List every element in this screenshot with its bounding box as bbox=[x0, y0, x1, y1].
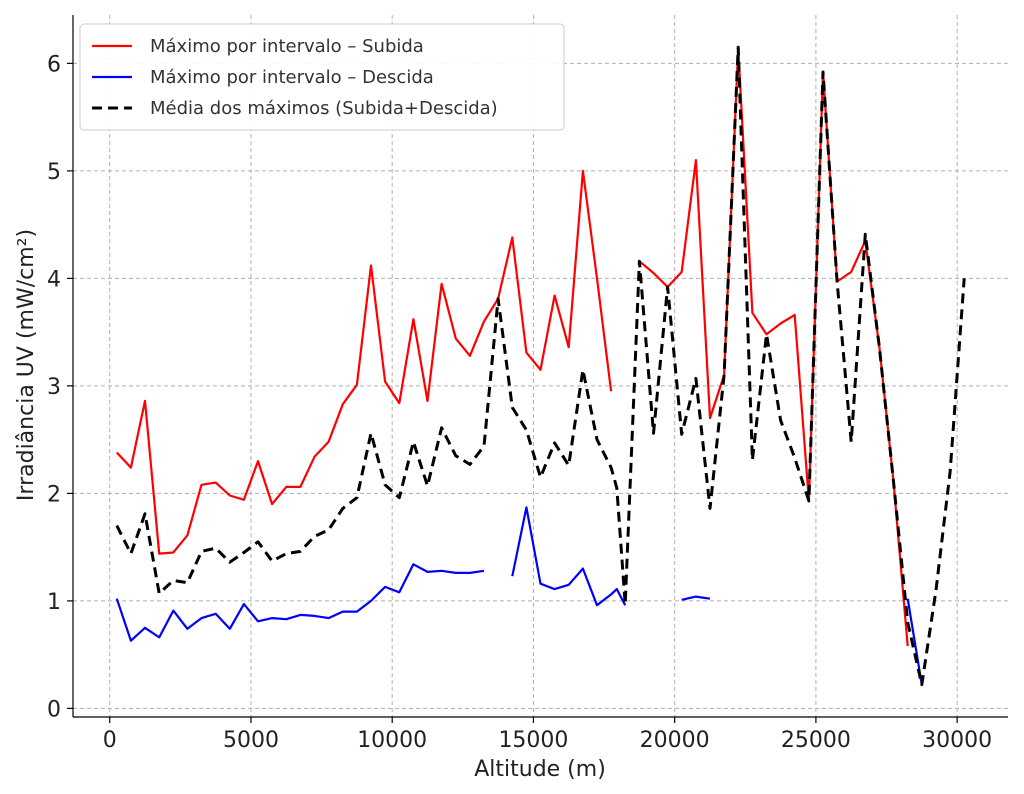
x-tick-label: 25000 bbox=[781, 728, 851, 753]
x-tick-label: 20000 bbox=[640, 728, 710, 753]
y-axis-ticks: 0 1 2 3 4 5 6 bbox=[47, 52, 73, 722]
legend-entry-media: Média dos máximos (Subida+Descida) bbox=[92, 98, 498, 119]
series-line-media bbox=[115, 45, 966, 687]
series-line-descida bbox=[115, 506, 923, 685]
legend-box bbox=[79, 23, 565, 131]
series-layer bbox=[115, 45, 966, 687]
y-tick-label: 6 bbox=[47, 52, 61, 77]
legend-label: Máximo por intervalo – Descida bbox=[150, 67, 434, 88]
legend-label: Média dos máximos (Subida+Descida) bbox=[150, 98, 498, 119]
axes bbox=[72, 15, 1008, 718]
x-tick-label: 15000 bbox=[498, 728, 568, 753]
y-axis-title: Irradiância UV (mW/cm²) bbox=[14, 229, 39, 501]
legend-entry-subida: Máximo por intervalo – Subida bbox=[92, 36, 424, 57]
y-tick-label: 2 bbox=[47, 482, 61, 507]
y-tick-label: 1 bbox=[47, 590, 61, 615]
x-tick-label: 10000 bbox=[357, 728, 427, 753]
y-tick-label: 3 bbox=[47, 375, 61, 400]
x-axis-ticks: 0 5000 10000 15000 20000 25000 30000 bbox=[103, 717, 992, 753]
legend: Máximo por intervalo – Subida Máximo por … bbox=[79, 23, 565, 131]
legend-label: Máximo por intervalo – Subida bbox=[150, 36, 424, 57]
x-tick-label: 0 bbox=[103, 728, 117, 753]
x-tick-label: 30000 bbox=[922, 728, 992, 753]
series-line-subida bbox=[115, 46, 909, 647]
x-axis-title: Altitude (m) bbox=[474, 757, 606, 782]
y-tick-label: 0 bbox=[47, 697, 61, 722]
x-tick-label: 5000 bbox=[223, 728, 279, 753]
y-tick-label: 4 bbox=[47, 267, 61, 292]
legend-entry-descida: Máximo por intervalo – Descida bbox=[92, 67, 434, 88]
y-tick-label: 5 bbox=[47, 160, 61, 185]
